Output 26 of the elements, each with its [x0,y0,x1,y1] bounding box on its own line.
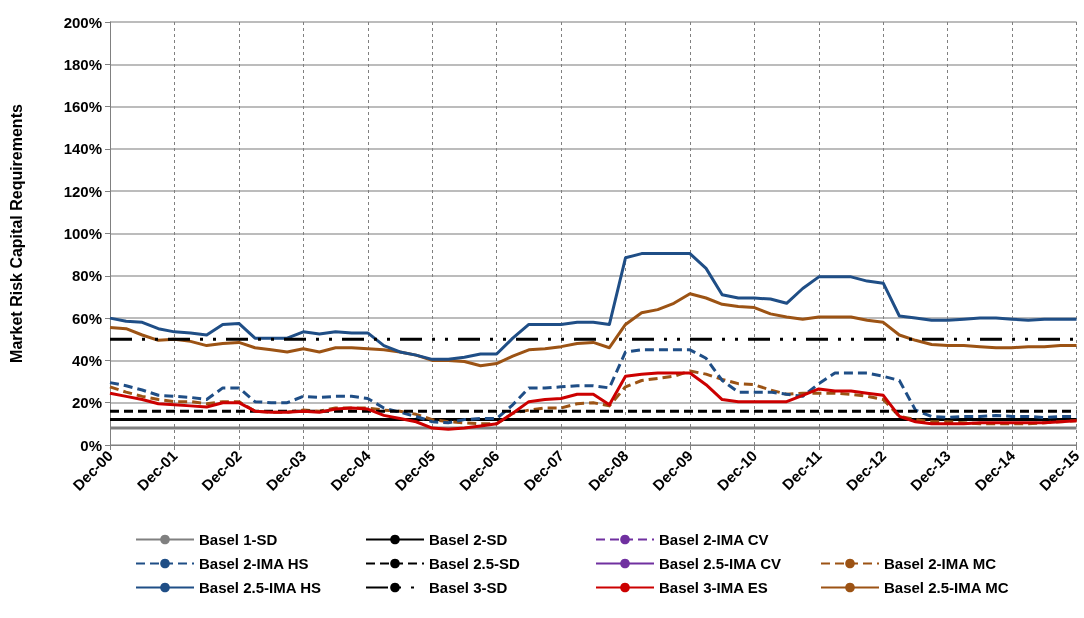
legend-label: Basel 2.5-IMA CV [659,555,781,572]
legend-label: Basel 2.5-IMA MC [884,579,1009,596]
legend-label: Basel 2.5-IMA HS [199,579,321,596]
legend-label: Basel 3-IMA ES [659,579,768,596]
line-series [108,292,1079,368]
legend-label: Basel 2-IMA CV [659,531,769,548]
y-tick-label: 80% [71,267,102,285]
y-tick-label: 0% [80,436,102,454]
y-axis-title: Market Risk Capital Requirements [7,104,25,363]
y-tick-label: 40% [71,351,102,369]
legend-label: Basel 3-SD [429,579,508,596]
y-tick-label: 160% [63,98,102,116]
legend-label: Basel 2-IMA HS [199,555,309,572]
y-tick-label: 60% [71,309,102,327]
line-series [108,252,1079,361]
y-tick-label: 200% [63,13,102,31]
legend-label: Basel 2-SD [429,531,508,548]
y-tick-label: 140% [63,140,102,158]
legend-label: Basel 2-IMA MC [884,555,997,572]
legend-label: Basel 2.5-SD [429,555,521,572]
y-tick-label: 180% [63,55,102,73]
y-tick-label: 120% [63,182,102,200]
legend-label: Basel 1-SD [199,531,278,548]
y-tick-label: 100% [63,225,102,242]
y-tick-label: 20% [71,394,102,412]
line-series [108,348,1079,425]
